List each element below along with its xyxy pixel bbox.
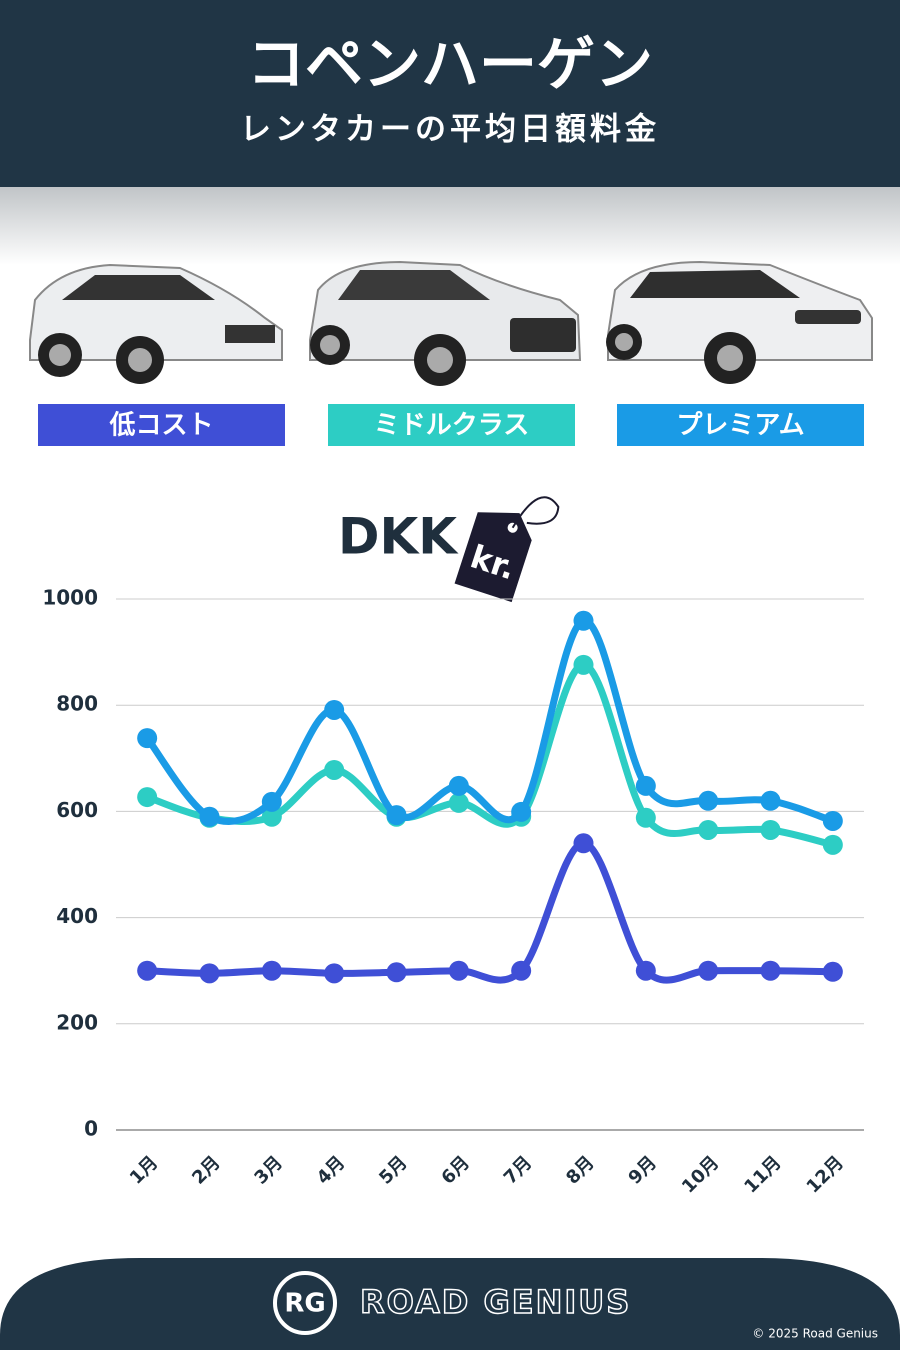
car-mid bbox=[309, 260, 582, 386]
data-point bbox=[822, 961, 843, 982]
data-point bbox=[573, 654, 594, 675]
data-point bbox=[137, 728, 158, 749]
data-point bbox=[760, 960, 781, 981]
data-point bbox=[822, 834, 843, 855]
data-point bbox=[199, 806, 220, 827]
price-tag: kr. bbox=[454, 496, 560, 603]
data-point bbox=[698, 960, 719, 981]
legend-label: 低コスト bbox=[108, 411, 213, 441]
data-point bbox=[199, 963, 220, 984]
data-point bbox=[698, 819, 719, 840]
data-point bbox=[324, 759, 345, 780]
car-low bbox=[29, 263, 283, 384]
currency-code: DKK bbox=[338, 508, 459, 566]
legend: 低コスト ミドルクラス プレミアム bbox=[38, 404, 864, 446]
data-point bbox=[573, 833, 594, 854]
legend-label: プレミアム bbox=[676, 411, 804, 441]
data-point bbox=[573, 610, 594, 631]
data-point bbox=[448, 792, 469, 813]
data-point bbox=[137, 787, 158, 808]
data-point bbox=[137, 960, 158, 981]
data-point bbox=[386, 962, 407, 983]
data-point bbox=[448, 775, 469, 796]
copyright: © 2025 Road Genius bbox=[752, 1327, 878, 1341]
data-point bbox=[448, 960, 469, 981]
data-point bbox=[511, 960, 532, 981]
y-tick-label: 800 bbox=[56, 692, 98, 716]
data-point bbox=[635, 960, 656, 981]
y-tick-label: 200 bbox=[56, 1010, 98, 1034]
legend-label: ミドルクラス bbox=[374, 411, 529, 441]
brand: ROAD GENIUS bbox=[360, 1283, 631, 1321]
logo: RG bbox=[284, 1289, 325, 1319]
header-shadow bbox=[0, 185, 900, 265]
data-point bbox=[760, 819, 781, 840]
data-point bbox=[324, 699, 345, 720]
data-point bbox=[324, 963, 345, 984]
data-point bbox=[698, 790, 719, 811]
data-point bbox=[511, 801, 532, 822]
legend-swatch bbox=[328, 404, 575, 446]
y-tick-label: 400 bbox=[56, 904, 98, 928]
y-tick-label: 600 bbox=[56, 798, 98, 822]
data-point bbox=[386, 805, 407, 826]
data-point bbox=[261, 806, 282, 827]
footer-band bbox=[0, 1258, 900, 1350]
header-band bbox=[0, 0, 900, 187]
y-tick-label: 0 bbox=[84, 1117, 98, 1141]
data-point bbox=[261, 960, 282, 981]
car-premium bbox=[606, 260, 873, 384]
data-point bbox=[760, 790, 781, 811]
subtitle: レンタカーの平均日額料金 bbox=[240, 112, 660, 148]
data-point bbox=[635, 807, 656, 828]
data-point bbox=[822, 810, 843, 831]
legend-swatch bbox=[38, 404, 285, 446]
legend-swatch bbox=[617, 404, 864, 446]
data-point bbox=[635, 775, 656, 796]
title: コペンハーゲン bbox=[247, 30, 653, 98]
logo-ring bbox=[273, 1271, 337, 1335]
data-point bbox=[261, 791, 282, 812]
y-tick-label: 1000 bbox=[42, 586, 98, 610]
